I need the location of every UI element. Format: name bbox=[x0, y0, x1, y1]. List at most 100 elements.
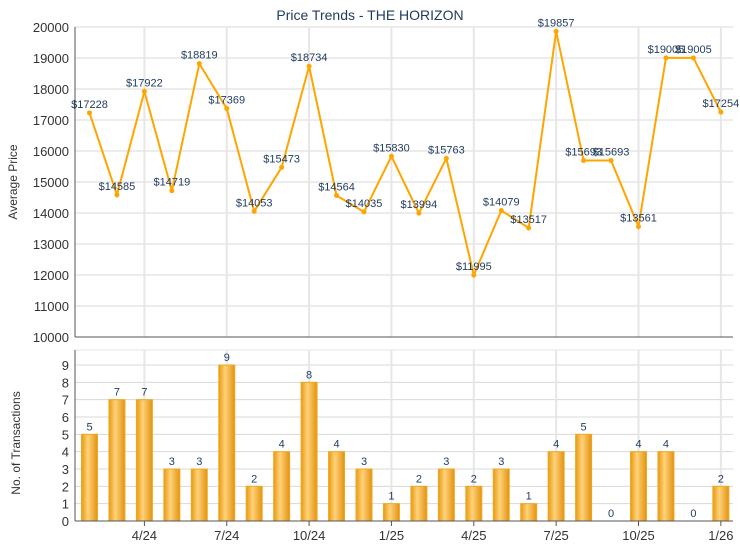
price-point bbox=[251, 208, 257, 214]
price-point bbox=[718, 109, 724, 115]
transaction-bar bbox=[465, 485, 483, 522]
y-tick-label: 6 bbox=[62, 410, 69, 425]
y-tick-label: 5 bbox=[62, 427, 69, 442]
transaction-bar bbox=[492, 468, 510, 522]
price-point bbox=[388, 153, 394, 159]
chart-title: Price Trends - THE HORIZON bbox=[276, 7, 464, 23]
price-point bbox=[471, 272, 477, 278]
price-point bbox=[279, 164, 285, 170]
bar-label: 5 bbox=[86, 421, 92, 433]
price-label: $15693 bbox=[593, 147, 630, 159]
bar-label: 3 bbox=[169, 456, 175, 468]
price-label: $19857 bbox=[538, 17, 575, 29]
price-line bbox=[88, 31, 722, 279]
price-label: $14719 bbox=[153, 177, 190, 189]
price-point bbox=[87, 110, 92, 116]
bar-label: 4 bbox=[553, 439, 559, 451]
bar-label: 3 bbox=[196, 456, 202, 468]
bar-label: 4 bbox=[635, 439, 641, 451]
price-label: $14585 bbox=[99, 181, 136, 193]
bar-label: 5 bbox=[581, 421, 587, 433]
price-label: $18819 bbox=[181, 50, 218, 62]
bar-label: 4 bbox=[333, 439, 339, 451]
price-label: $14053 bbox=[236, 197, 273, 209]
bar-label: 1 bbox=[526, 491, 532, 503]
x-tick-label: 4/25 bbox=[461, 528, 486, 543]
transaction-bar bbox=[108, 399, 126, 522]
price-point bbox=[361, 209, 367, 215]
price-label: $17369 bbox=[208, 95, 245, 107]
bar-label: 3 bbox=[361, 456, 367, 468]
price-point bbox=[416, 210, 422, 216]
y-axis-label: No. of Transactions bbox=[9, 391, 23, 494]
price-point bbox=[224, 106, 230, 112]
price-label: $11995 bbox=[456, 261, 492, 273]
price-label: $13561 bbox=[620, 213, 657, 225]
price-label: $18734 bbox=[291, 52, 328, 64]
bar-label: 1 bbox=[388, 491, 394, 503]
y-axis-label: Average Price bbox=[6, 144, 20, 219]
price-label: $14564 bbox=[318, 182, 355, 194]
price-point bbox=[114, 192, 120, 198]
price-point bbox=[498, 208, 504, 214]
x-tick-label: 1/25 bbox=[379, 528, 404, 543]
y-tick-label: 14000 bbox=[33, 206, 69, 221]
x-tick-label: 10/24 bbox=[293, 528, 326, 543]
y-tick-label: 8 bbox=[62, 375, 69, 390]
y-tick-label: 10000 bbox=[33, 330, 69, 345]
transaction-bar bbox=[300, 381, 318, 522]
transaction-bar bbox=[657, 451, 675, 522]
price-label: $15693 bbox=[565, 147, 602, 159]
x-tick-label: 7/24 bbox=[214, 528, 239, 543]
y-tick-label: 18000 bbox=[33, 82, 69, 97]
y-tick-label: 12000 bbox=[33, 268, 69, 283]
price-point bbox=[526, 225, 532, 231]
y-tick-label: 11000 bbox=[34, 299, 69, 314]
y-tick-label: 4 bbox=[62, 445, 69, 460]
price-label: $15830 bbox=[373, 142, 410, 154]
bar-label: 3 bbox=[498, 456, 504, 468]
transaction-bar bbox=[218, 364, 236, 522]
price-point bbox=[636, 224, 641, 230]
price-label: $14079 bbox=[483, 197, 520, 209]
y-tick-label: 9 bbox=[62, 358, 69, 373]
bar-label: 4 bbox=[279, 439, 285, 451]
transaction-bar bbox=[712, 485, 730, 522]
bar-label: 2 bbox=[471, 473, 477, 485]
x-tick-label: 7/25 bbox=[543, 528, 568, 543]
price-label: $13994 bbox=[401, 199, 438, 211]
y-tick-label: 13000 bbox=[33, 237, 69, 252]
price-label: $19005 bbox=[648, 44, 685, 56]
transaction-bar bbox=[163, 468, 181, 522]
transaction-bar bbox=[273, 451, 291, 522]
price-point bbox=[334, 193, 340, 199]
transaction-bar bbox=[382, 503, 400, 522]
price-label: $19005 bbox=[675, 44, 712, 56]
y-tick-label: 19000 bbox=[33, 51, 69, 66]
bar-label: 0 bbox=[608, 508, 614, 520]
bar-label: 4 bbox=[663, 439, 669, 451]
transaction-bar bbox=[630, 451, 647, 522]
transaction-bar bbox=[355, 468, 373, 522]
price-point bbox=[581, 158, 587, 164]
transaction-bar bbox=[410, 485, 428, 522]
bar-label: 2 bbox=[416, 473, 422, 485]
y-tick-label: 1 bbox=[62, 497, 69, 512]
price-point bbox=[443, 155, 449, 161]
x-tick-label: 1/26 bbox=[708, 528, 733, 543]
transaction-bar bbox=[575, 433, 593, 522]
y-tick-label: 15000 bbox=[33, 175, 69, 190]
transaction-bar bbox=[135, 399, 153, 522]
bar-label: 2 bbox=[718, 473, 724, 485]
y-tick-label: 3 bbox=[62, 462, 69, 477]
price-label: $17254 bbox=[702, 98, 739, 110]
bar-label: 8 bbox=[306, 369, 312, 381]
price-label: $17228 bbox=[71, 99, 108, 111]
y-tick-label: 0 bbox=[62, 514, 69, 529]
price-point bbox=[196, 61, 202, 67]
y-tick-label: 7 bbox=[62, 393, 69, 408]
price-point bbox=[690, 55, 696, 61]
transaction-bar bbox=[190, 468, 208, 522]
price-point bbox=[663, 55, 669, 61]
